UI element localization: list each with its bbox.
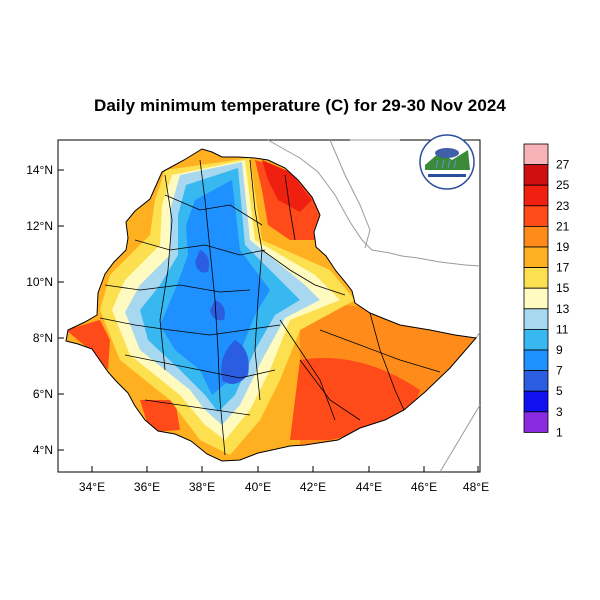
admin-line	[164, 194, 263, 226]
lon-tick-labels: 34°E 36°E 38°E 40°E 42°E 44°E 46°E 48°E	[79, 480, 489, 494]
map-title: Daily minimum temperature (C) for 29-30 …	[94, 96, 506, 115]
admin-line	[299, 359, 361, 421]
somalia-border-line	[475, 331, 481, 339]
admin-line	[261, 249, 346, 296]
admin-line	[144, 399, 251, 416]
colorbar-box	[523, 370, 549, 392]
zone-highland-5b	[195, 250, 209, 273]
admin-line	[249, 159, 263, 401]
colorbar-box	[523, 143, 549, 166]
lat-tick-label: 14°N	[26, 163, 53, 177]
lon-tick-label: 42°E	[300, 480, 326, 494]
admin-line	[159, 174, 173, 371]
colorbar-label: 1	[556, 425, 563, 439]
lat-tick-label: 4°N	[33, 443, 53, 457]
lat-tick-label: 6°N	[33, 387, 53, 401]
lon-tick-label: 38°E	[189, 480, 215, 494]
colorbar-box	[523, 184, 549, 207]
colorbar-label: 13	[556, 302, 570, 316]
admin-line	[104, 284, 251, 293]
lon-tick-label: 36°E	[134, 480, 160, 494]
admin-line	[124, 354, 276, 379]
lon-tick-label: 46°E	[411, 480, 437, 494]
lat-tick-labels: 14°N 12°N 10°N 8°N 6°N 4°N	[26, 163, 53, 457]
zone-highland-7	[160, 180, 270, 395]
admin-line	[134, 239, 266, 256]
colorbar-label: 5	[556, 384, 563, 398]
colorbar-box	[523, 349, 549, 372]
colorbar-label: 21	[556, 219, 570, 233]
colorbar-label: 15	[556, 281, 570, 295]
colorbar-box	[523, 287, 549, 310]
colorbar-box	[523, 411, 549, 433]
lat-tick-label: 12°N	[26, 219, 53, 233]
kenya-border-line	[439, 404, 481, 473]
lon-tick-label: 44°E	[356, 480, 382, 494]
admin-line	[369, 312, 405, 411]
admin-line	[319, 329, 441, 373]
colorbar-box	[523, 225, 549, 248]
colorbar-box	[523, 328, 549, 351]
national-meteorology-logo	[419, 134, 475, 190]
lon-tick-label: 34°E	[79, 480, 105, 494]
zone-afar-23	[262, 160, 312, 212]
colorbar-box	[523, 308, 549, 330]
lat-tick-label: 10°N	[26, 275, 53, 289]
admin-line	[199, 159, 226, 456]
colorbar-label: 9	[556, 343, 563, 357]
lon-tick-label: 40°E	[245, 480, 271, 494]
zone-highland-5	[221, 340, 249, 384]
colorbar-label: 19	[556, 240, 570, 254]
admin-boundaries	[99, 159, 441, 456]
colorbar-box	[523, 246, 549, 269]
colorbar-box	[523, 164, 549, 186]
colorbar-label: 17	[556, 261, 570, 275]
axis-ticks	[58, 169, 479, 472]
colorbar-box	[523, 205, 549, 227]
colorbar-label: 23	[556, 199, 570, 213]
eritrea-coast-line	[267, 139, 481, 267]
admin-line	[279, 319, 336, 421]
colorbar: 27 25 23 21 19 17 15 13 11 9 7 5 3 1	[523, 143, 570, 439]
colorbar-box	[523, 267, 549, 289]
colorbar-label: 3	[556, 405, 563, 419]
admin-line	[99, 317, 281, 336]
colorbar-label: 27	[556, 158, 570, 172]
admin-line	[284, 174, 296, 241]
neighbor-boundaries	[267, 139, 481, 473]
lon-tick-label: 48°E	[463, 480, 489, 494]
colorbar-label: 25	[556, 178, 570, 192]
ethiopia-outline	[65, 148, 477, 462]
colorbar-label: 11	[556, 322, 569, 336]
sea-border-line	[329, 139, 371, 249]
colorbar-label: 7	[556, 364, 563, 378]
colorbar-box	[523, 390, 549, 413]
zone-highland-5c	[210, 300, 225, 321]
lat-tick-label: 8°N	[33, 331, 53, 345]
zone-west-21	[66, 320, 110, 370]
